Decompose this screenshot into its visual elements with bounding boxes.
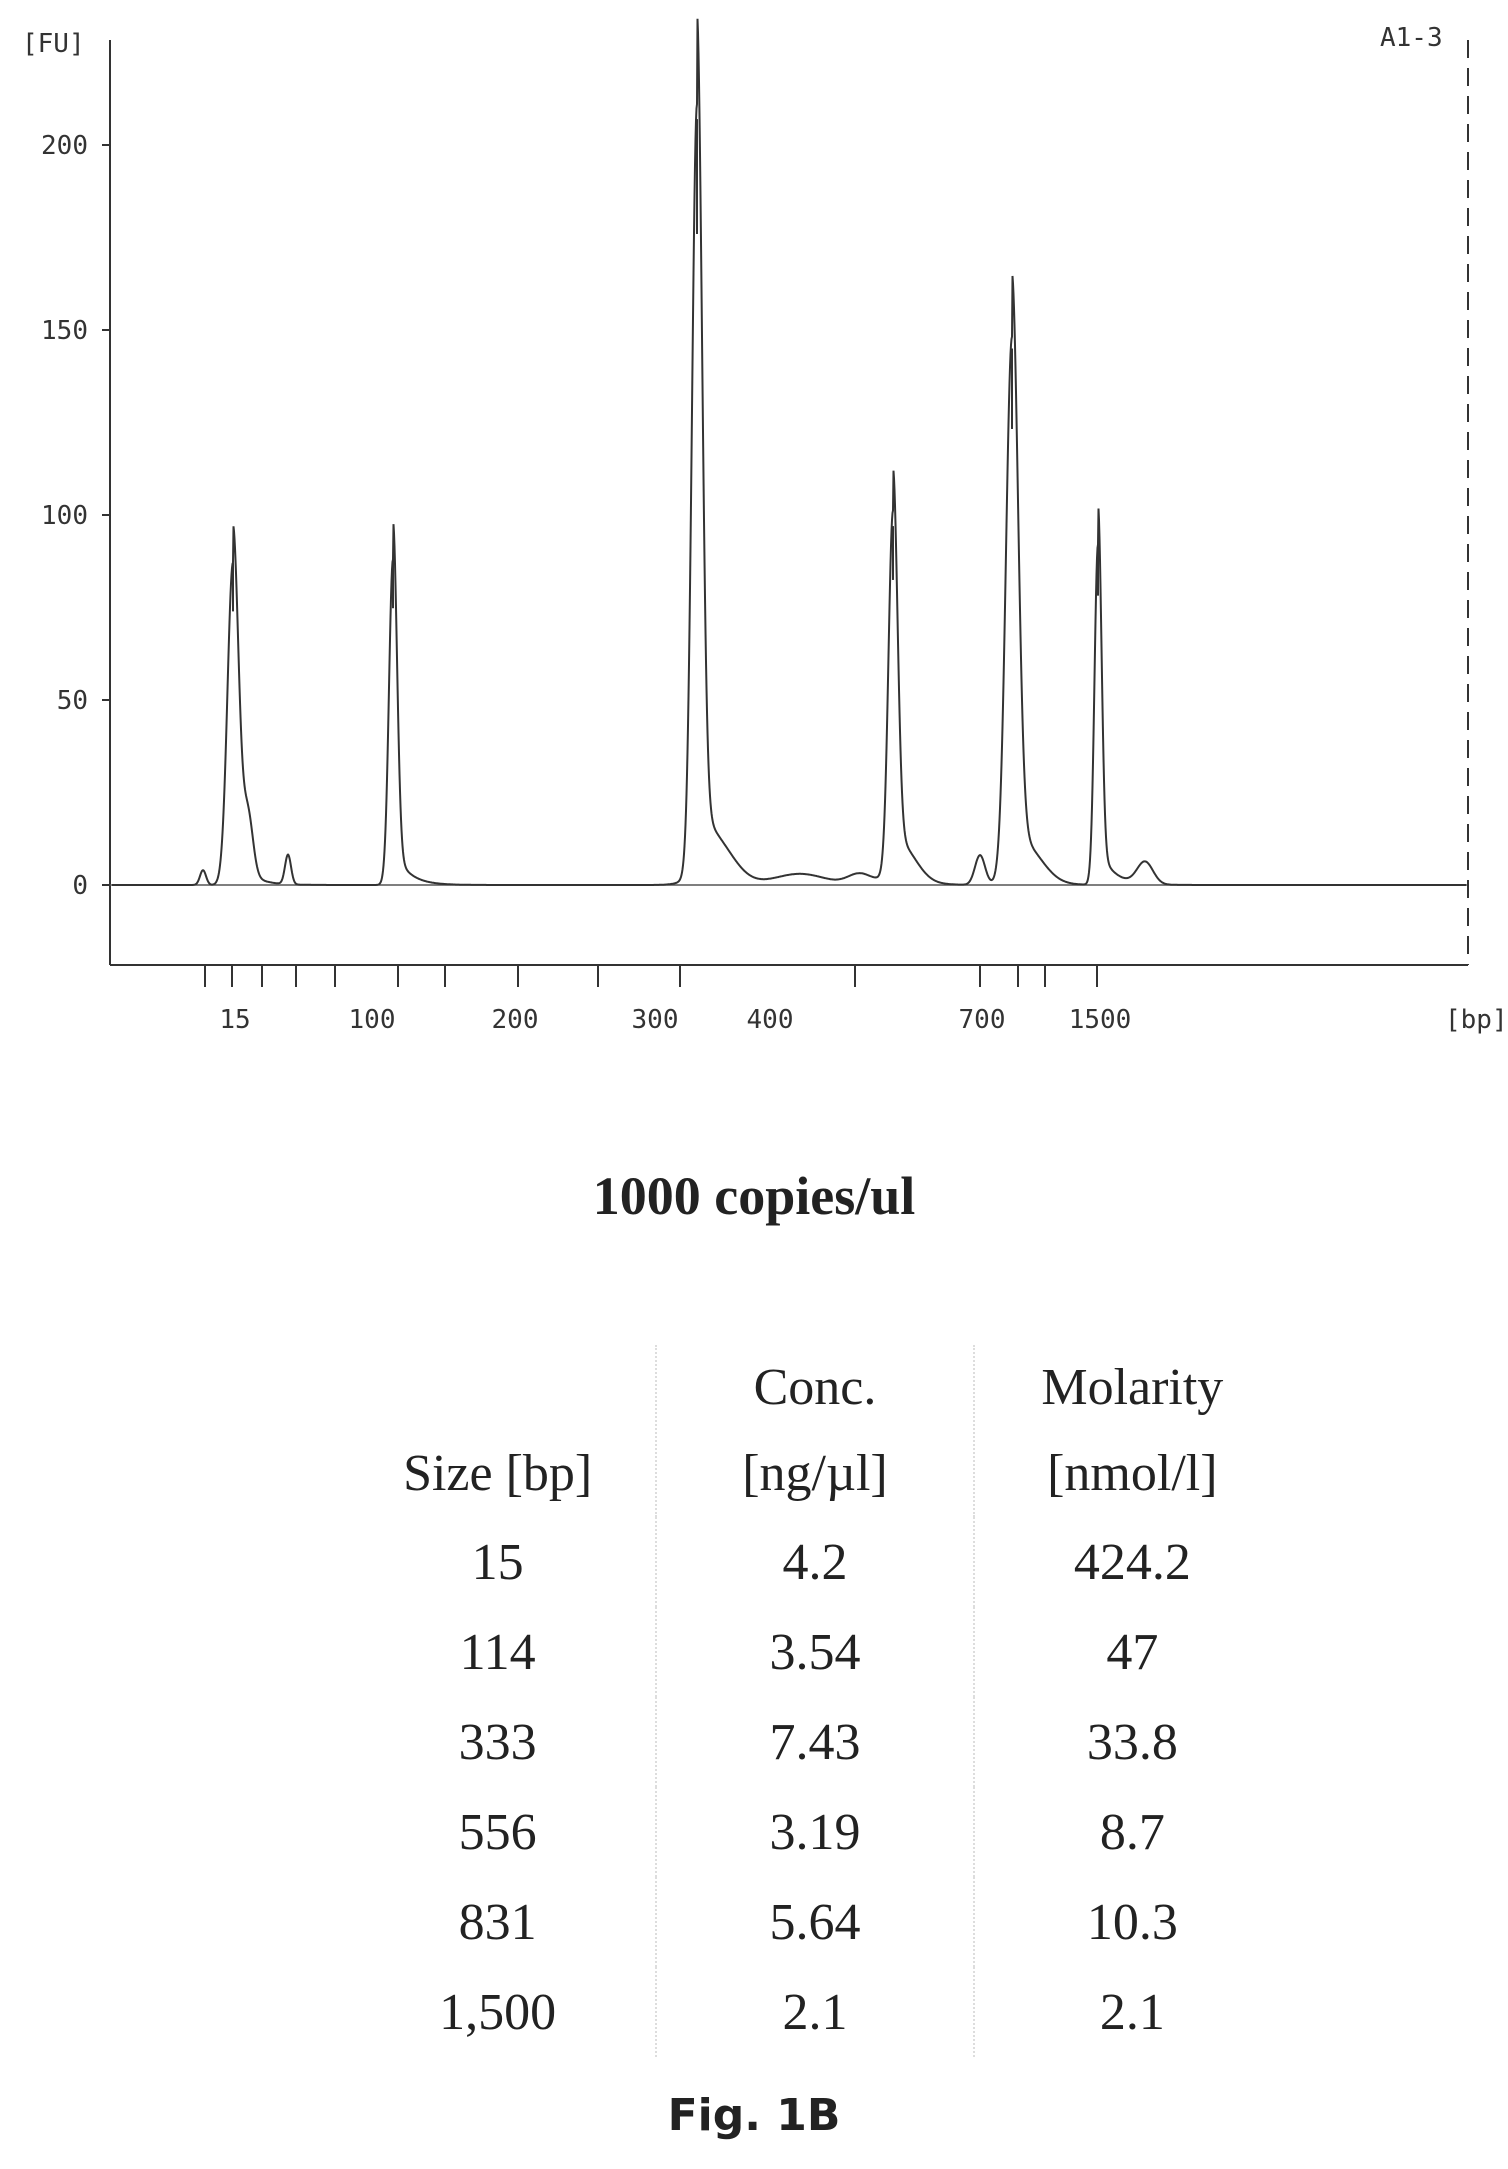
y-ticks: 0 50 100 150 200 [41, 131, 110, 901]
y-tick-label: 50 [57, 686, 88, 716]
figure-caption: Fig. 1B [667, 2090, 841, 2141]
x-tick-label: 200 [492, 1005, 539, 1035]
cell-conc: 4.2 [655, 1517, 974, 1607]
header-line2: Size [bp] [403, 1445, 593, 1502]
header-size: Size [bp] [340, 1345, 656, 1517]
table-row: 556 3.19 8.7 [340, 1787, 1290, 1877]
cell-size: 556 [458, 1803, 537, 1861]
cell-size: 831 [458, 1893, 537, 1951]
x-tick-label: 300 [632, 1005, 679, 1035]
y-tick-label: 100 [41, 501, 88, 531]
y-tick-label: 150 [41, 316, 88, 346]
x-tick-label: 15 [219, 1005, 250, 1035]
x-tick-label: 100 [349, 1005, 396, 1035]
y-tick-label: 200 [41, 131, 88, 161]
cell-molarity: 424.2 [972, 1517, 1290, 1607]
trace-line [112, 18, 1466, 886]
cell-molarity: 47 [972, 1607, 1290, 1697]
x-tick-label: 400 [747, 1005, 794, 1035]
cell-molarity: 8.7 [972, 1787, 1290, 1877]
y-tick-label: 0 [72, 871, 88, 901]
cell-conc: 5.64 [655, 1877, 974, 1967]
x-tick-label: 1500 [1069, 1005, 1132, 1035]
x-axis-label: [bp] [1445, 1005, 1508, 1035]
table-row: 333 7.43 33.8 [340, 1697, 1290, 1787]
table-row: 15 4.2 424.2 [340, 1517, 1290, 1607]
trace [112, 18, 1466, 886]
table-header-row: Size [bp] Conc. [ng/µl] Molarity [nmol/l… [340, 1345, 1290, 1517]
cell-conc: 3.54 [655, 1607, 974, 1697]
header-conc: Conc. [ng/µl] [655, 1345, 974, 1517]
cell-conc: 7.43 [655, 1697, 974, 1787]
cell-molarity: 2.1 [972, 1967, 1290, 2057]
y-axis-label: [FU] [22, 29, 85, 59]
cell-size: 333 [458, 1713, 537, 1771]
cell-molarity: 10.3 [972, 1877, 1290, 1967]
cell-conc: 3.19 [655, 1787, 974, 1877]
cell-molarity: 33.8 [972, 1697, 1290, 1787]
table-row: 114 3.54 47 [340, 1607, 1290, 1697]
cell-size: 114 [459, 1623, 536, 1681]
x-ticks: 15 100 200 300 400 700 1500 [204, 965, 1132, 1035]
chart-heading: 1000 copies/ul [592, 1166, 916, 1226]
electropherogram-chart: [FU] [bp] A1-3 0 50 100 150 200 15 100 200 300 4… [22, 18, 1508, 1035]
header-line2: [nmol/l] [1047, 1445, 1218, 1502]
header-line2: [ng/µl] [742, 1445, 888, 1502]
results-table: Size [bp] Conc. [ng/µl] Molarity [nmol/l… [340, 1345, 1290, 2057]
cell-conc: 2.1 [655, 1967, 974, 2057]
header-line1: Molarity [1041, 1359, 1224, 1416]
table-row: 831 5.64 10.3 [340, 1877, 1290, 1967]
table-row: 1,500 2.1 2.1 [340, 1967, 1290, 2057]
cell-size: 1,500 [439, 1983, 557, 2041]
cell-size: 15 [471, 1533, 524, 1591]
header-line1: Conc. [753, 1359, 877, 1416]
x-tick-label: 700 [959, 1005, 1006, 1035]
sample-label: A1-3 [1380, 23, 1443, 53]
header-molarity: Molarity [nmol/l] [972, 1345, 1290, 1517]
